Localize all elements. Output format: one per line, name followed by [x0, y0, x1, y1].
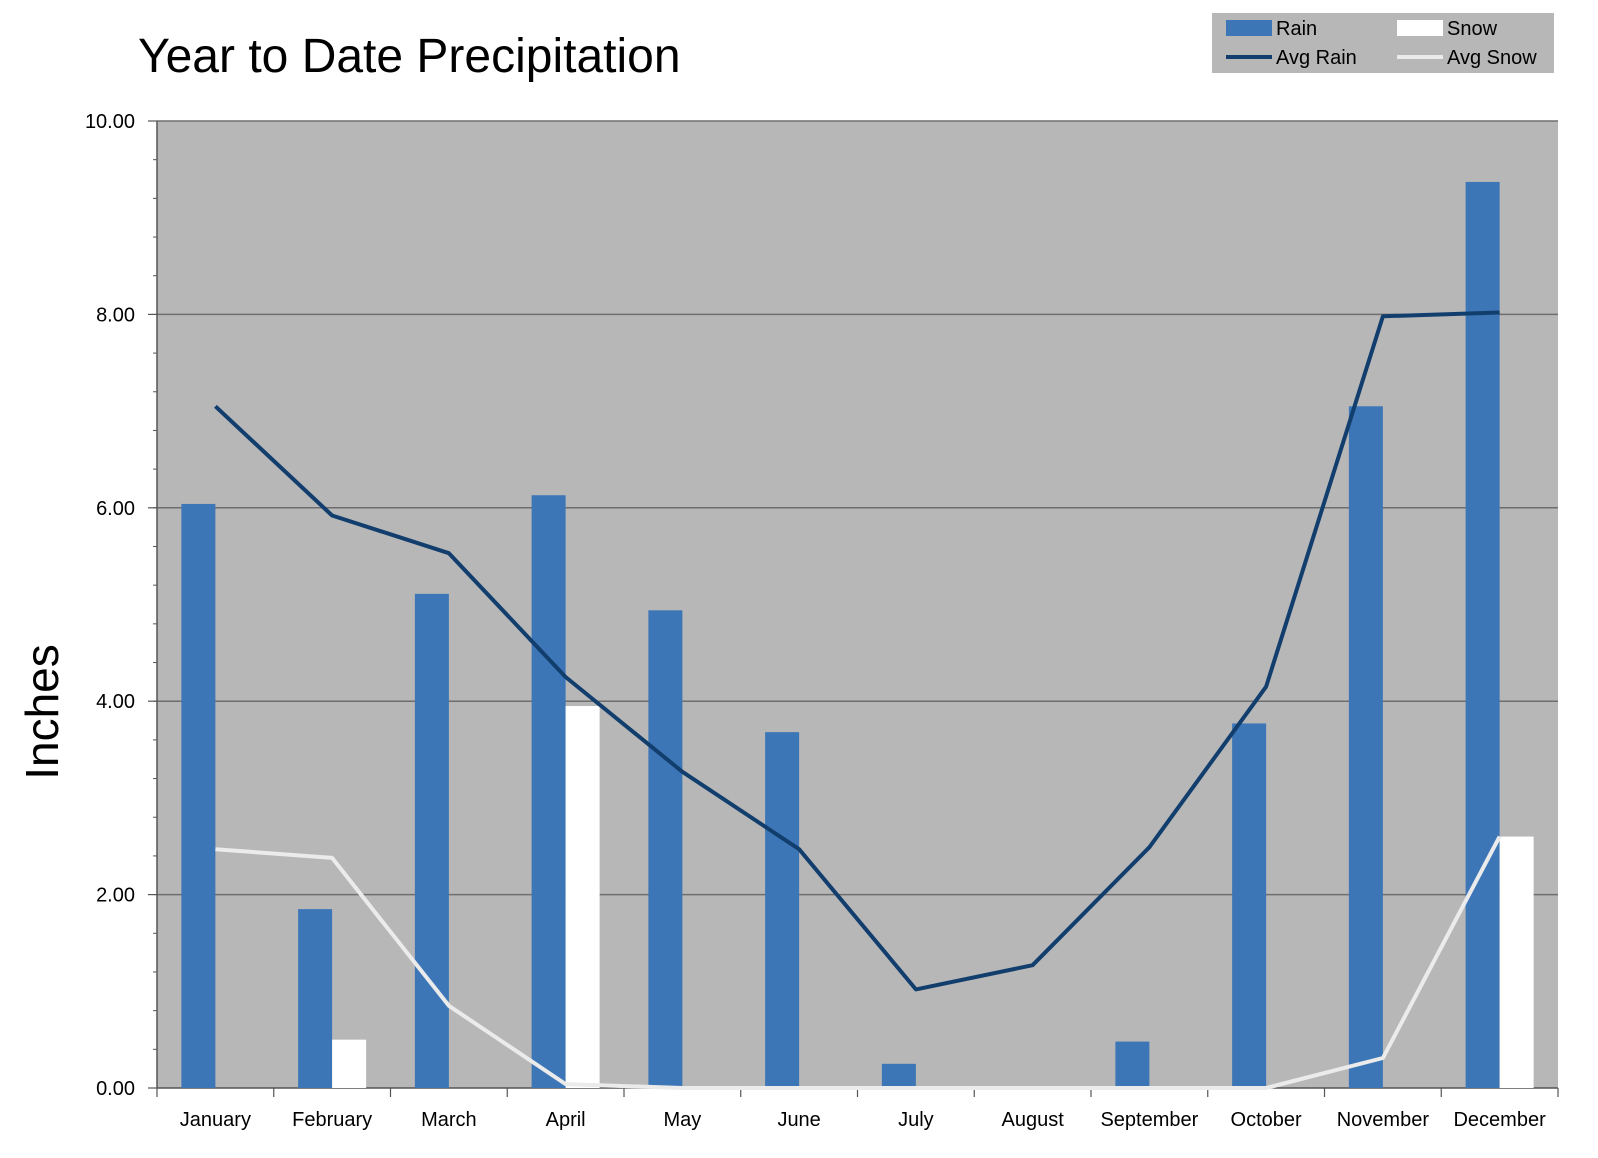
legend-label-avg-snow: Avg Snow	[1447, 47, 1537, 69]
legend-swatch-snow	[1397, 20, 1443, 36]
legend-swatch-rain	[1226, 20, 1272, 36]
chart-title: Year to Date Precipitation	[138, 30, 681, 83]
legend-label-rain: Rain	[1276, 18, 1317, 40]
bar-rain	[1232, 723, 1267, 1088]
plot-background	[157, 121, 1558, 1088]
x-tick-label: July	[898, 1109, 934, 1131]
x-tick-label: November	[1337, 1109, 1430, 1131]
bar-rain	[765, 732, 800, 1088]
y-tick-label: 2.00	[96, 885, 135, 907]
bar-rain	[298, 909, 333, 1088]
bar-rain	[648, 610, 683, 1088]
legend-label-snow: Snow	[1447, 18, 1498, 40]
legend-label-avg-rain: Avg Rain	[1276, 47, 1357, 69]
bar-rain	[181, 503, 216, 1088]
legend: Rain Snow Avg Rain Avg Snow	[1212, 13, 1554, 73]
y-tick-label: 8.00	[96, 304, 135, 326]
y-tick-label: 10.00	[85, 111, 135, 133]
bar-rain	[1348, 406, 1383, 1088]
x-tick-label: December	[1453, 1109, 1546, 1131]
bar-rain	[414, 593, 449, 1088]
bar-snow	[332, 1039, 367, 1088]
y-tick-label: 4.00	[96, 691, 135, 713]
y-tick-label: 6.00	[96, 498, 135, 520]
bar-rain	[1115, 1041, 1150, 1088]
plot-area: 0.00 2.00 4.00 6.00 8.00 10.00 January February…	[85, 111, 1559, 1131]
x-tick-label: January	[180, 1109, 251, 1131]
bar-rain	[1465, 181, 1500, 1088]
x-tick-label: June	[777, 1109, 820, 1131]
bar-rain	[531, 495, 566, 1088]
x-tick-label: October	[1231, 1109, 1302, 1131]
x-tick-label: August	[1001, 1109, 1064, 1131]
bar-snow	[1499, 836, 1534, 1088]
x-tick-label: September	[1100, 1109, 1198, 1131]
bar-rain	[881, 1063, 916, 1088]
x-tick-label: February	[292, 1109, 372, 1131]
line-avg-rain	[214, 310, 1500, 992]
bar-snow	[565, 706, 600, 1088]
y-axis-label: Inches	[16, 644, 68, 780]
y-tick-label: 0.00	[96, 1078, 135, 1100]
line-avg-snow	[215, 835, 1502, 1090]
x-tick-label: March	[421, 1109, 477, 1131]
x-tick-label: May	[663, 1109, 701, 1131]
x-tick-label: April	[546, 1109, 586, 1131]
